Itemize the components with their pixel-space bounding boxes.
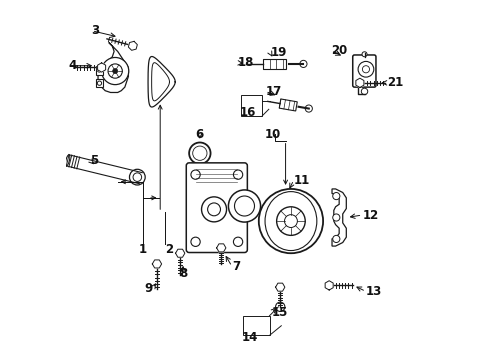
Circle shape xyxy=(275,302,285,311)
Text: 2: 2 xyxy=(165,243,173,256)
Circle shape xyxy=(97,81,102,85)
Polygon shape xyxy=(98,42,128,93)
Text: 5: 5 xyxy=(90,154,98,167)
Circle shape xyxy=(299,60,306,67)
Text: 17: 17 xyxy=(264,85,281,98)
Circle shape xyxy=(233,170,242,179)
Text: 21: 21 xyxy=(386,76,402,89)
Circle shape xyxy=(207,203,220,216)
Circle shape xyxy=(233,237,242,247)
Polygon shape xyxy=(279,99,297,111)
Circle shape xyxy=(189,143,210,164)
Circle shape xyxy=(102,58,128,85)
Circle shape xyxy=(258,189,323,253)
Text: 12: 12 xyxy=(362,208,378,221)
Circle shape xyxy=(190,170,200,179)
Text: 10: 10 xyxy=(264,128,281,141)
Circle shape xyxy=(190,237,200,247)
Text: 11: 11 xyxy=(293,174,309,186)
Ellipse shape xyxy=(139,173,143,184)
Circle shape xyxy=(201,197,226,222)
Circle shape xyxy=(112,68,118,73)
Text: 9: 9 xyxy=(144,282,152,295)
Text: 19: 19 xyxy=(270,46,286,59)
Circle shape xyxy=(228,190,260,222)
Polygon shape xyxy=(275,283,285,291)
Circle shape xyxy=(284,215,297,228)
Circle shape xyxy=(97,68,102,72)
Text: 1: 1 xyxy=(138,243,146,256)
Circle shape xyxy=(332,193,339,200)
Polygon shape xyxy=(98,63,105,72)
Bar xyxy=(96,66,102,75)
Polygon shape xyxy=(331,189,346,246)
Circle shape xyxy=(361,88,367,95)
Text: 20: 20 xyxy=(330,44,346,57)
Bar xyxy=(241,95,262,116)
Text: 15: 15 xyxy=(271,306,287,319)
Circle shape xyxy=(332,235,339,243)
FancyBboxPatch shape xyxy=(352,55,375,87)
Polygon shape xyxy=(175,249,184,257)
Text: 7: 7 xyxy=(231,260,240,273)
Circle shape xyxy=(192,146,206,160)
Circle shape xyxy=(332,214,339,221)
Text: 8: 8 xyxy=(179,267,187,280)
Circle shape xyxy=(129,169,145,185)
Text: 14: 14 xyxy=(241,332,258,345)
FancyBboxPatch shape xyxy=(186,163,247,252)
Circle shape xyxy=(276,207,305,235)
Circle shape xyxy=(357,62,373,77)
Ellipse shape xyxy=(264,192,316,251)
Circle shape xyxy=(108,64,122,78)
Text: 4: 4 xyxy=(68,59,77,72)
Ellipse shape xyxy=(65,155,70,166)
Text: 3: 3 xyxy=(91,24,100,37)
Polygon shape xyxy=(355,78,363,87)
Polygon shape xyxy=(128,41,137,50)
Bar xyxy=(96,79,102,87)
Circle shape xyxy=(133,173,142,181)
Text: 18: 18 xyxy=(237,56,253,69)
Circle shape xyxy=(362,66,369,73)
Polygon shape xyxy=(152,260,162,268)
Text: 16: 16 xyxy=(240,106,256,120)
Bar xyxy=(242,316,269,336)
Text: 13: 13 xyxy=(365,285,382,298)
Polygon shape xyxy=(216,244,225,252)
Polygon shape xyxy=(263,59,285,68)
Circle shape xyxy=(305,105,312,112)
Polygon shape xyxy=(325,281,332,290)
Text: 6: 6 xyxy=(195,128,203,141)
Circle shape xyxy=(234,196,254,216)
Circle shape xyxy=(361,52,366,57)
